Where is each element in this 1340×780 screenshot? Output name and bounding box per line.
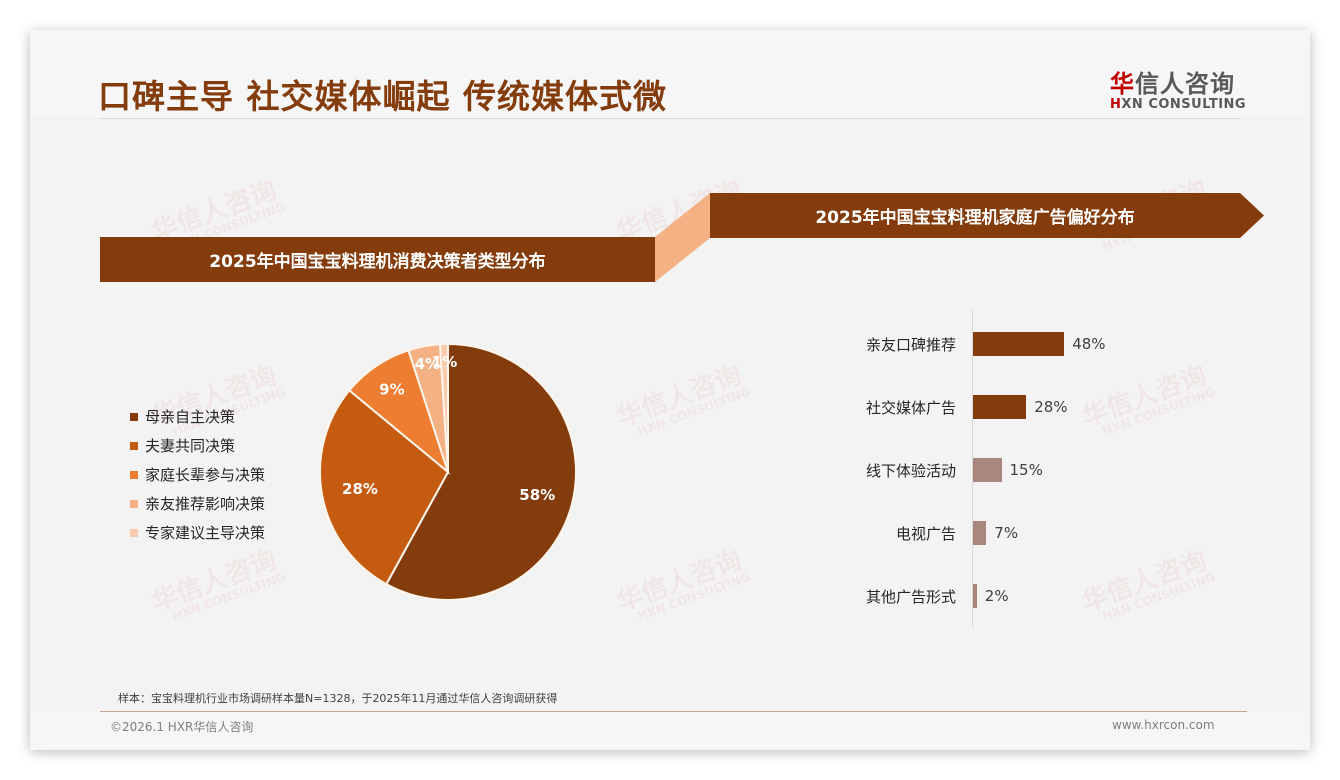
legend-swatch — [130, 470, 138, 479]
pie-section-banner: 2025年中国宝宝料理机消费决策者类型分布 — [100, 237, 655, 282]
copyright: ©2026.1 HXR华信人咨询 — [110, 720, 254, 734]
page-title: 口碑主导 社交媒体崛起 传统媒体式微 — [98, 77, 667, 116]
bar — [973, 584, 977, 608]
legend-label: 家庭长辈参与决策 — [145, 466, 266, 484]
pie-slice-label: 9% — [379, 380, 404, 398]
legend-label: 亲友推荐影响决策 — [145, 495, 266, 513]
bar-category-label: 线下体验活动 — [865, 461, 956, 480]
bar-value-label: 15% — [1009, 461, 1043, 479]
bar-chart: 亲友口碑推荐 48% 社交媒体广告 28% 线下体验活动 15% 电视广告 7% 其他广告形式 2… — [830, 310, 1230, 630]
pie-slice — [319, 389, 450, 586]
bar-section-title: 2025年中国宝宝料理机家庭广告偏好分布 — [815, 208, 1135, 228]
legend-swatch — [130, 499, 138, 508]
bar-value-label: 48% — [1072, 335, 1106, 353]
bar — [973, 332, 1065, 356]
pie-section-title: 2025年中国宝宝料理机消费决策者类型分布 — [209, 252, 546, 272]
logo-en-text: XN CONSULTING — [1121, 97, 1247, 112]
legend-label: 专家建议主导决策 — [145, 524, 266, 542]
bar-category-label: 社交媒体广告 — [865, 398, 956, 417]
banner-connector — [655, 193, 710, 282]
legend-item: 夫妻共同决策 — [130, 431, 265, 460]
bar-value-label: 28% — [1034, 398, 1068, 416]
legend-label: 母亲自主决策 — [145, 408, 236, 426]
title-divider — [100, 118, 1240, 119]
pie-slice-label: 28% — [342, 480, 378, 498]
pie-slice-label: 58% — [519, 486, 555, 504]
logo-en-accent: H — [1110, 97, 1122, 112]
bar-row: 亲友口碑推荐 48% — [830, 332, 1106, 356]
bar-section-banner: 2025年中国宝宝料理机家庭广告偏好分布 — [710, 193, 1264, 238]
bar — [973, 521, 987, 545]
legend-item: 母亲自主决策 — [130, 402, 265, 431]
bar-row: 电视广告 7% — [830, 521, 1018, 545]
footer-band — [30, 712, 1310, 750]
footer-divider — [100, 711, 1247, 712]
bar — [973, 458, 1002, 482]
legend-item: 家庭长辈参与决策 — [130, 460, 265, 489]
logo-cn-accent: 华 — [1110, 70, 1135, 98]
slide: 口碑主导 社交媒体崛起 传统媒体式微 华信人咨询 HXN CONSULTING … — [30, 30, 1310, 750]
bar-axis — [972, 310, 973, 628]
pie-slice-label: 4% — [415, 355, 440, 373]
pie-slice — [384, 342, 577, 601]
legend-item: 专家建议主导决策 — [130, 518, 265, 547]
bar-category-label: 其他广告形式 — [865, 587, 956, 606]
legend-swatch — [130, 528, 138, 537]
legend-swatch — [130, 412, 138, 421]
bar-category-label: 亲友口碑推荐 — [865, 335, 956, 354]
header-band — [30, 30, 1310, 118]
pie-slice-label: 1% — [432, 353, 457, 371]
bar-value-label: 2% — [984, 587, 1009, 605]
brand-logo: 华信人咨询 HXN CONSULTING — [1110, 64, 1250, 112]
legend-item: 亲友推荐影响决策 — [130, 489, 265, 518]
sample-note: 样本：宝宝料理机行业市场调研样本量N=1328，于2025年11月通过华信人咨询… — [118, 692, 558, 705]
pie-slice — [438, 342, 449, 473]
bar-row: 社交媒体广告 28% — [830, 395, 1068, 419]
legend-label: 夫妻共同决策 — [145, 437, 236, 455]
website-link[interactable]: www.hxrcon.com — [1112, 718, 1215, 732]
bar-value-label: 7% — [994, 524, 1019, 542]
bar-category-label: 电视广告 — [895, 524, 956, 543]
bar-row: 线下体验活动 15% — [830, 458, 1043, 482]
pie-chart: 58% 28% 9% 4%1% — [319, 342, 577, 601]
pie-legend: 母亲自主决策 夫妻共同决策 家庭长辈参与决策 亲友推荐影响决策 专家建议主导决策 — [130, 402, 265, 547]
bar — [973, 395, 1027, 419]
bar-row: 其他广告形式 2% — [830, 584, 1009, 608]
logo-cn-text: 信人咨询 — [1135, 70, 1235, 98]
legend-swatch — [130, 441, 138, 450]
